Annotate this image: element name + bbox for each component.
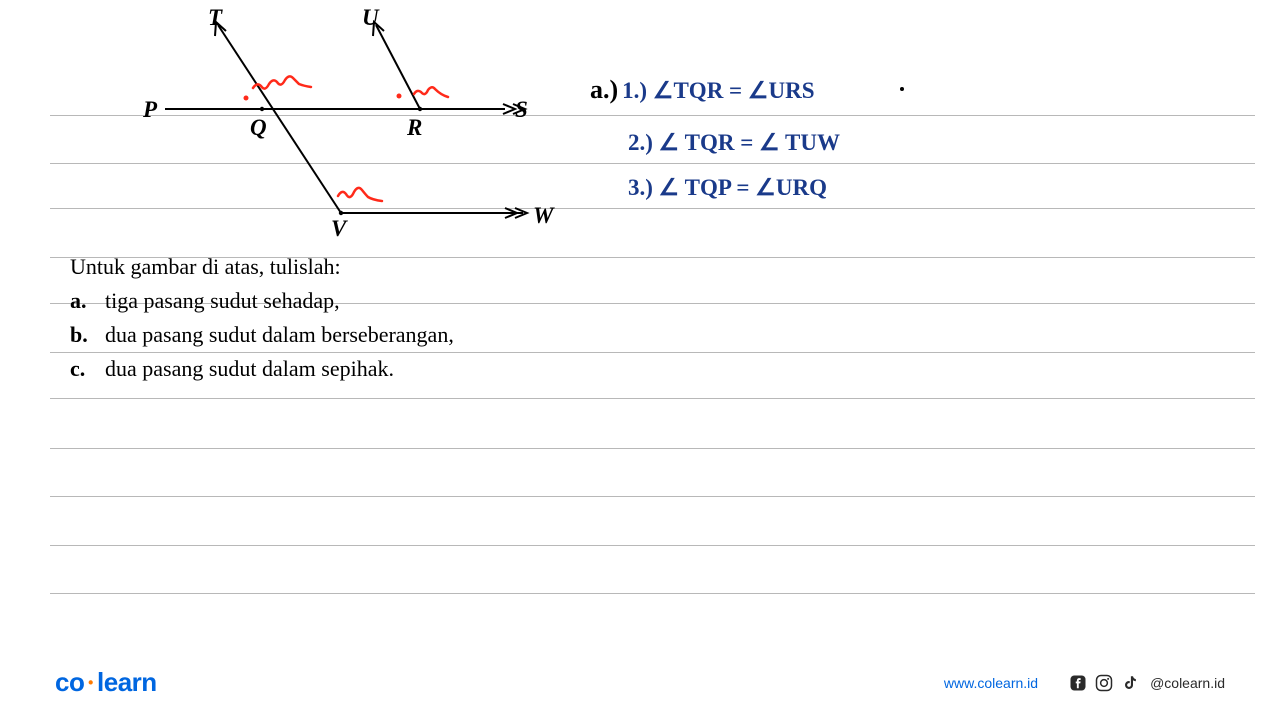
geometry-diagram: T U P Q R S V W xyxy=(85,0,565,240)
ruled-line xyxy=(50,496,1255,497)
label-W: W xyxy=(533,203,553,229)
question-intro: Untuk gambar di atas, tulislah: xyxy=(70,250,454,284)
logo: co·learn xyxy=(55,667,157,698)
label-Q: Q xyxy=(250,115,267,141)
label-V: V xyxy=(331,216,346,242)
label-T: T xyxy=(208,5,222,31)
ruled-line xyxy=(50,545,1255,546)
answer-line-3: 3.) ∠ TQP = ∠URQ xyxy=(628,175,827,201)
question-item-a: a. tiga pasang sudut sehadap, xyxy=(70,284,454,318)
label-U: U xyxy=(362,5,379,31)
social-icons: @colearn.id xyxy=(1068,673,1225,693)
question-text: Untuk gambar di atas, tulislah: a. tiga … xyxy=(70,250,454,386)
question-item-c: c. dua pasang sudut dalam sepihak. xyxy=(70,352,454,386)
ruled-line xyxy=(50,398,1255,399)
question-item-b: b. dua pasang sudut dalam berseberangan, xyxy=(70,318,454,352)
social-handle: @colearn.id xyxy=(1150,675,1225,691)
answer-prefix: a.) xyxy=(590,75,618,104)
dot-mark xyxy=(900,87,904,91)
ruled-line xyxy=(50,448,1255,449)
footer: co·learn www.colearn.id @colearn.id xyxy=(0,655,1280,720)
tiktok-icon[interactable] xyxy=(1120,673,1140,693)
facebook-icon[interactable] xyxy=(1068,673,1088,693)
label-R: R xyxy=(407,115,422,141)
answer-line-2: 2.) ∠ TQR = ∠ TUW xyxy=(628,130,840,156)
label-S: S xyxy=(515,97,528,123)
instagram-icon[interactable] xyxy=(1094,673,1114,693)
content-area: T U P Q R S V W Untuk gambar di atas, tu… xyxy=(0,0,1280,650)
label-P: P xyxy=(143,97,157,123)
ruled-line xyxy=(50,593,1255,594)
answer-line-1: 1.) ∠TQR = ∠URS xyxy=(622,78,814,103)
website-url[interactable]: www.colearn.id xyxy=(944,675,1038,691)
